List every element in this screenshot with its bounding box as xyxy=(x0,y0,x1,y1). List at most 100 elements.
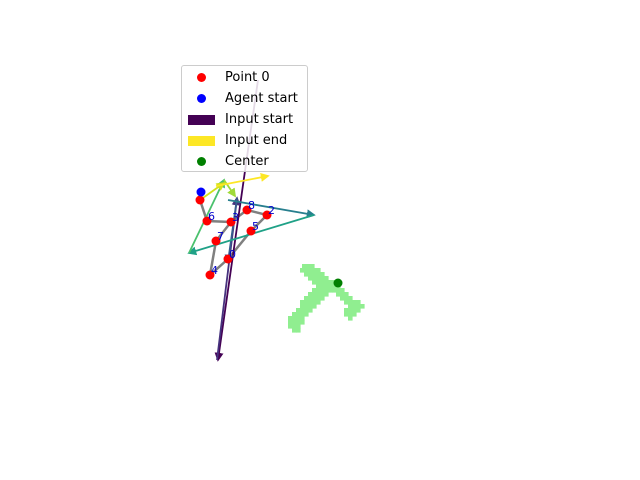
point-marker xyxy=(242,205,252,215)
shape-cell xyxy=(308,300,313,305)
shape-cell xyxy=(296,320,301,325)
shape-cell xyxy=(316,288,321,293)
point-marker xyxy=(226,217,236,227)
shape-cell xyxy=(344,296,349,301)
shape-cell xyxy=(292,312,297,317)
path-lines xyxy=(198,199,270,279)
shape-cell xyxy=(312,268,317,273)
shape-cell xyxy=(296,308,301,313)
shape-cell xyxy=(310,264,315,269)
shape-cell xyxy=(356,304,361,309)
shape-cell xyxy=(308,276,313,281)
shape-cell xyxy=(324,288,329,293)
shape-cell xyxy=(308,268,313,273)
legend: Point 0 Agent start Input start Input en… xyxy=(181,65,308,172)
center-marker xyxy=(333,278,343,288)
shape-cell xyxy=(348,316,353,321)
shape-cell xyxy=(300,304,305,309)
legend-swatch xyxy=(188,93,215,105)
shape-cell xyxy=(296,324,301,329)
shape-cell xyxy=(328,280,333,285)
shape-cell xyxy=(308,296,313,301)
shape-cell xyxy=(312,304,317,309)
shape-cell xyxy=(336,292,341,297)
shape-cell xyxy=(356,308,361,313)
legend-swatch xyxy=(188,156,215,168)
legend-item-center: Center xyxy=(182,152,309,172)
shape-cell xyxy=(320,280,325,285)
shape-cell xyxy=(336,288,341,293)
point-label: 3 xyxy=(232,211,239,224)
shape-cell xyxy=(352,304,357,309)
legend-label: Agent start xyxy=(225,91,298,106)
shape-cell xyxy=(348,304,353,309)
legend-swatch xyxy=(188,135,215,147)
legend-item-point-0: Point 0 xyxy=(182,68,309,88)
legend-item-input-end: Input end xyxy=(182,131,309,151)
shape-cell xyxy=(352,308,357,313)
shape-cell xyxy=(312,276,317,281)
shape-cell xyxy=(320,272,325,277)
shape-cell xyxy=(324,280,329,285)
shape-cell xyxy=(304,272,309,277)
shape-cell xyxy=(302,264,307,269)
shape-cell xyxy=(312,288,317,293)
point-label: 6 xyxy=(208,210,215,223)
shape-cell xyxy=(316,296,321,301)
shape-cell xyxy=(300,316,305,321)
shape-cell xyxy=(348,308,353,313)
shape-cell xyxy=(316,284,321,289)
shape-cell xyxy=(320,276,325,281)
shape-cell xyxy=(320,292,325,297)
shape-cell xyxy=(308,292,313,297)
shape-cell xyxy=(288,324,293,329)
point-marker xyxy=(202,216,212,226)
shape-cell xyxy=(356,300,361,305)
shape-cell xyxy=(312,272,317,277)
shape-cell xyxy=(304,268,309,273)
path-line xyxy=(198,199,270,279)
shape-cell xyxy=(316,292,321,297)
input-arrow xyxy=(215,172,270,187)
shape-cell xyxy=(308,272,313,277)
shape-cell xyxy=(344,300,349,305)
shape-cell xyxy=(304,308,309,313)
shape-cell xyxy=(344,308,349,313)
shape-cell xyxy=(344,312,349,317)
point-label: 2 xyxy=(268,204,275,217)
shape-cell xyxy=(352,300,357,305)
shape-cell xyxy=(300,268,305,273)
point-marker xyxy=(223,254,233,264)
shape-cell xyxy=(340,288,345,293)
shape-cell xyxy=(292,316,297,321)
shape-cell xyxy=(360,304,365,309)
shape-cell xyxy=(332,288,337,293)
shape-cell xyxy=(344,292,349,297)
shape-cell xyxy=(312,280,317,285)
shape-cell xyxy=(320,296,325,301)
shape-cell xyxy=(304,296,309,301)
shape-cell xyxy=(312,292,317,297)
shape-cell xyxy=(300,320,305,325)
point-label: 7 xyxy=(217,230,224,243)
input-arrow xyxy=(227,199,316,219)
shape-cell xyxy=(288,320,293,325)
legend-item-input-start: Input start xyxy=(182,110,309,130)
shape-cell xyxy=(306,264,311,269)
shape-cell xyxy=(316,276,321,281)
shape-cell xyxy=(328,284,333,289)
legend-item-agent-start: Agent start xyxy=(182,89,309,109)
shape-cell xyxy=(308,308,313,313)
point-label: 8 xyxy=(248,199,255,212)
shape-cell xyxy=(292,320,297,325)
point-marker xyxy=(246,226,256,236)
shape-cell xyxy=(348,300,353,305)
shape-cell xyxy=(300,308,305,313)
shape-cell xyxy=(340,296,345,301)
point-marker xyxy=(205,270,215,280)
shape-cell xyxy=(312,300,317,305)
shape-cell xyxy=(304,300,309,305)
shape-cell xyxy=(328,288,333,293)
legend-swatch xyxy=(188,114,215,126)
